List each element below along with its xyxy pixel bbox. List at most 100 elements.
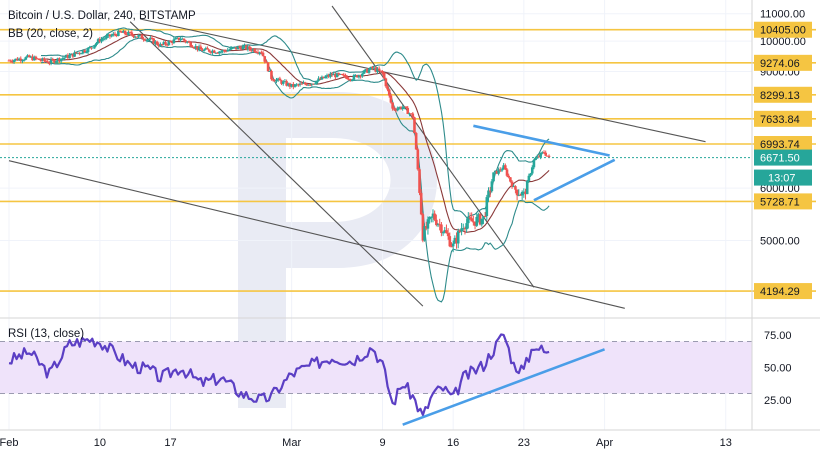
- candle-body: [9, 60, 12, 62]
- rsi-band: [0, 341, 752, 394]
- triangle-lower-line: [533, 158, 616, 202]
- trend-line: [140, 18, 706, 143]
- candle-body: [391, 102, 394, 109]
- candle-body: [216, 52, 219, 54]
- price-axis[interactable]: 11000.0010000.009000.006000.005000.00104…: [754, 9, 812, 300]
- candle-body: [387, 89, 391, 96]
- candle-body: [93, 44, 97, 48]
- candle-body: [248, 46, 251, 50]
- candle-body: [108, 34, 112, 37]
- candle-body: [59, 58, 63, 62]
- candle-body: [315, 80, 319, 84]
- candle-body: [473, 221, 477, 226]
- candle-body: [152, 38, 155, 44]
- candle-body: [246, 46, 250, 50]
- level-label: 8299.13: [760, 90, 800, 102]
- candle-body: [229, 47, 233, 50]
- rsi-tick-label: 75.00: [764, 330, 792, 342]
- candle-body: [340, 74, 344, 76]
- time-tick-label: 10: [94, 437, 106, 449]
- candle-body: [371, 67, 374, 69]
- candle-body: [31, 56, 34, 61]
- candle-body: [189, 42, 193, 47]
- candle-body: [460, 228, 463, 232]
- candle-body: [376, 68, 379, 72]
- candle-body: [221, 50, 224, 52]
- candle-body: [409, 113, 413, 115]
- candle-body: [384, 78, 388, 87]
- candle-body: [157, 44, 161, 47]
- candle-body: [276, 78, 280, 80]
- candle-body: [438, 224, 442, 226]
- time-tick-label: 17: [164, 437, 176, 449]
- candle-body: [149, 37, 152, 40]
- candle-body: [211, 50, 214, 53]
- candle-body: [98, 39, 102, 42]
- candle-body: [26, 55, 29, 58]
- candle-body: [547, 155, 551, 157]
- candle-body: [300, 83, 304, 85]
- candle-body: [19, 58, 23, 61]
- candle-body: [312, 83, 315, 85]
- candle-body: [461, 228, 465, 230]
- candle-body: [429, 216, 433, 218]
- rsi-line: [8, 333, 550, 417]
- triangle-pattern: [473, 124, 616, 202]
- candle-body: [194, 46, 198, 48]
- candle-body: [406, 107, 410, 115]
- candle-body: [337, 73, 341, 75]
- time-axis[interactable]: Feb 10 17 Mar 9 16 23 Apr 13: [0, 437, 732, 449]
- candle-body: [389, 95, 393, 103]
- rsi-band-fill: [0, 341, 752, 394]
- candle-body: [234, 47, 238, 50]
- candle-body: [268, 70, 272, 72]
- bb-upper-band: [41, 27, 550, 219]
- bb-lower-band: [40, 37, 550, 303]
- candle-body: [413, 117, 416, 134]
- candle-body: [500, 169, 504, 171]
- candle-body: [525, 181, 529, 195]
- countdown-label: 13:07: [768, 173, 796, 185]
- rsi-series: [8, 333, 606, 426]
- candle-body: [43, 58, 46, 61]
- candle-body: [372, 67, 376, 69]
- candle-body: [39, 59, 43, 61]
- candle-body: [204, 48, 208, 50]
- bb-indicator-label[interactable]: BB (20, close, 2): [8, 28, 93, 40]
- candle-body: [187, 41, 191, 43]
- candle-body: [403, 106, 406, 108]
- candle-body: [54, 61, 58, 63]
- candle-body: [100, 39, 103, 42]
- candle-body: [68, 55, 71, 59]
- candle-body: [399, 107, 403, 110]
- candle-body: [345, 76, 349, 80]
- candle-body: [273, 80, 277, 82]
- candle-body: [298, 83, 302, 85]
- rsi-tick-label: 25.00: [764, 395, 792, 407]
- candle-body: [377, 68, 381, 71]
- candle-body: [170, 41, 174, 44]
- candle-body: [308, 84, 312, 86]
- candle-body: [137, 35, 140, 37]
- level-label-bg: [754, 136, 812, 153]
- candle-body: [423, 226, 426, 241]
- candle-body: [159, 44, 162, 47]
- candle-body: [265, 61, 268, 63]
- candle-body: [231, 47, 235, 49]
- candle-body: [130, 32, 134, 35]
- candle-body: [255, 51, 258, 53]
- candle-body: [478, 214, 482, 225]
- rsi-axis[interactable]: 75.00 50.00 25.00: [764, 330, 792, 407]
- candle-body: [446, 233, 450, 237]
- candle-body: [253, 49, 256, 52]
- candle-body: [201, 49, 204, 51]
- bb-basis: [40, 33, 550, 233]
- candle-body: [61, 58, 65, 60]
- chart-title: Bitcoin / U.S. Dollar, 240, BITSTAMP: [8, 10, 196, 22]
- candle-body: [317, 78, 320, 81]
- rsi-indicator-label[interactable]: RSI (13, close): [8, 328, 84, 340]
- time-tick-label: 23: [518, 437, 530, 449]
- candle-body: [169, 41, 172, 43]
- candle-body: [396, 108, 399, 111]
